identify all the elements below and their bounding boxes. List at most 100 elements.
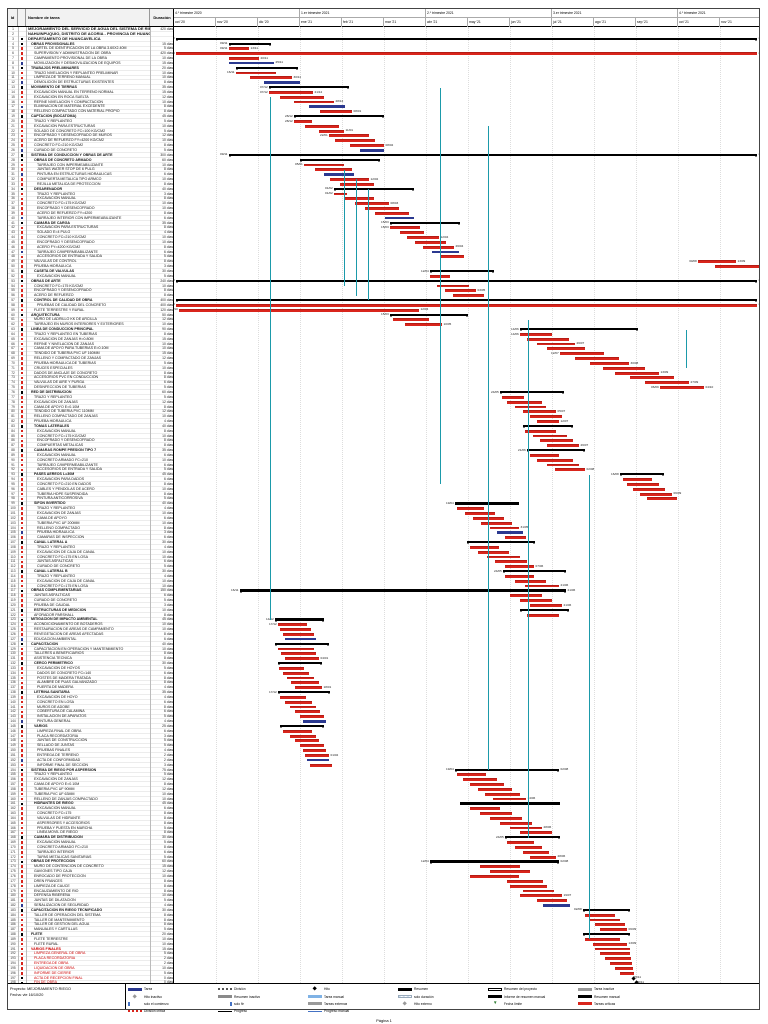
task-bar[interactable] (229, 61, 274, 65)
task-name[interactable]: TALLER DE MANTENIMIENTO (34, 917, 85, 922)
critical-task-bar[interactable] (560, 352, 604, 356)
task-name[interactable]: PRUEBA DE CAUDAL (34, 602, 71, 607)
task-duration[interactable]: 45 días (162, 801, 173, 806)
task-name[interactable]: TRAZO Y REPLANTEO (34, 118, 73, 123)
task-duration[interactable]: 10 días (162, 341, 173, 346)
task-name[interactable]: PLACA RECORDATORIA (34, 956, 76, 961)
task-row[interactable]: 171 TARRAJEO INTERIOR 6 días (8, 850, 173, 855)
task-duration[interactable]: 10 días (162, 627, 173, 632)
task-row[interactable]: 89 EXCAVACION MANUAL 6 días (8, 453, 173, 458)
critical-task-bar[interactable] (304, 163, 344, 167)
task-row[interactable]: 176 ENROCADO DE PROTECCION 10 días (8, 874, 173, 879)
task-row[interactable]: 83 TOMAS LATERALES 40 días (8, 424, 173, 429)
task-duration[interactable]: 10 días (162, 346, 173, 351)
critical-task-bar[interactable] (278, 647, 314, 651)
task-name[interactable]: CONCRETO FC=175 (37, 811, 72, 816)
critical-task-bar[interactable] (647, 497, 677, 501)
critical-task-bar[interactable] (660, 386, 704, 390)
critical-task-bar[interactable] (294, 100, 334, 104)
task-duration[interactable]: 35 días (162, 85, 173, 90)
task-name[interactable]: TALLERES A BENEFICIARIOS (34, 651, 84, 656)
critical-task-bar[interactable] (236, 71, 276, 75)
task-duration[interactable]: 5 días (164, 46, 173, 51)
task-duration[interactable]: 10 días (162, 893, 173, 898)
task-name[interactable]: TRAZO Y REPLANTEO (34, 394, 73, 399)
task-duration[interactable]: 5 días (164, 118, 173, 123)
task-row[interactable]: 181 JUNTAS DE DILATACION 5 días (8, 898, 173, 903)
summary-bar[interactable] (583, 908, 630, 913)
critical-task-bar[interactable] (470, 545, 499, 549)
task-name[interactable]: EXCAVACION MANUAL (37, 452, 77, 457)
critical-task-bar[interactable] (510, 594, 542, 598)
task-name[interactable]: CONCRETO FC=210 KG/CM2 (34, 143, 84, 148)
task-duration[interactable]: 5 días (164, 598, 173, 603)
timeline-month-label[interactable]: abr '21 (426, 18, 468, 27)
task-duration[interactable]: 6 días (164, 477, 173, 482)
task-row[interactable]: 3 DEPARTAMENTO DE HUANCAVELICA (8, 37, 173, 42)
critical-task-bar[interactable] (295, 686, 322, 690)
task-duration[interactable]: 4 días (164, 719, 173, 724)
task-row[interactable]: 45 ENCOFRADO Y DESENCOFRADO 10 días (8, 240, 173, 245)
task-name[interactable]: DEPARTAMENTO DE HUANCAVELICA (28, 36, 101, 41)
critical-task-bar[interactable] (537, 458, 573, 462)
task-row[interactable]: 132 CERCO PERIMETRICO 30 días (8, 661, 173, 666)
task-row[interactable]: 56 ACERO DE REFUERZO 8 días (8, 293, 173, 298)
task-row[interactable]: 137 PUERTA DE MADERA 4 días (8, 685, 173, 690)
critical-task-bar[interactable] (285, 700, 312, 704)
task-row[interactable]: 144 PINTURA GENERAL 4 días (8, 719, 173, 724)
task-row[interactable]: 185 TALLER DE MANTENIMIENTO 8 días (8, 918, 173, 923)
task-name[interactable]: CAPACITACION EN RIEGO TECNIFICADO (31, 907, 103, 912)
task-name[interactable]: TUBERIA HDPE SUSPENDIDA (37, 491, 88, 496)
task-duration[interactable]: 12 días (162, 786, 173, 791)
task-duration[interactable]: 15 días (162, 946, 173, 951)
critical-task-bar[interactable] (279, 666, 304, 670)
task-name[interactable]: DADOS DE CONCRETO FC=140 (37, 670, 92, 675)
task-duration[interactable]: 10 días (162, 791, 173, 796)
task-row[interactable]: 168 CAMARA DE DISTRIBUCION 30 días (8, 835, 173, 840)
summary-bar[interactable] (390, 221, 460, 225)
task-name[interactable]: TUBERIA PVC UF 63MM (34, 791, 75, 796)
task-duration[interactable]: 45 días (162, 472, 173, 477)
task-name[interactable]: CAMARA DE DISTRIBUCION (34, 835, 83, 840)
task-duration[interactable]: 10 días (162, 414, 173, 419)
task-duration[interactable]: 4 días (164, 230, 173, 235)
critical-task-bar[interactable] (537, 420, 559, 423)
summary-bar[interactable] (520, 328, 638, 332)
task-name[interactable]: CURADO DE CONCRETO (34, 148, 78, 152)
critical-task-bar[interactable] (305, 124, 339, 128)
task-row[interactable]: 183 CAPACITACION EN RIEGO TECNIFICADO 30 d… (8, 908, 173, 913)
task-row[interactable]: 74 VALVULAS DE AIRE Y PURGA 6 días (8, 380, 173, 385)
task-duration[interactable]: 8 días (164, 675, 173, 680)
task-duration[interactable]: 10 días (162, 578, 173, 583)
task-name[interactable]: GAVIONES TIPO CAJA (34, 869, 73, 874)
task-name[interactable]: JUNTAS ASFALTICAS (34, 593, 71, 598)
task-name[interactable]: COMPUERTAS METALICAS (37, 443, 84, 448)
task-duration[interactable]: 6 días (164, 215, 173, 220)
task-name[interactable]: PLACA RECORDATORIA (37, 733, 79, 738)
task-duration[interactable]: 10 días (162, 239, 173, 244)
task-row[interactable]: 18 RELLENO COMPACTADO CON MATERIAL PROPIO… (8, 109, 173, 114)
task-duration[interactable]: 8 días (164, 167, 173, 172)
summary-bar[interactable] (523, 424, 573, 429)
task-name[interactable]: ENROCADO DE PROTECCION (34, 874, 86, 878)
task-name[interactable]: EXCAVACION DE CAJA DE CANAL (37, 578, 95, 583)
critical-task-bar[interactable] (627, 482, 659, 486)
task-duration[interactable]: 8 días (164, 612, 173, 617)
task-name[interactable]: EXCAVACION PARA ESTRUCTURAS (34, 123, 96, 128)
critical-task-bar[interactable] (527, 337, 569, 341)
task-name[interactable]: CONCRETO ARMADO FC=210 (37, 457, 88, 462)
timeline-quarter-label[interactable]: 4.º trimestre 2021 (678, 9, 759, 18)
task-row[interactable]: 182 SEÑALIZACION DE SEGURIDAD 4 días (8, 903, 173, 908)
critical-task-bar[interactable] (285, 657, 319, 661)
critical-task-bar[interactable] (555, 468, 585, 472)
critical-task-bar[interactable] (510, 826, 542, 830)
task-duration[interactable]: 15 días (162, 864, 173, 869)
task-row[interactable]: 192 LIMPIEZA GENERAL DE OBRA 5 días (8, 951, 173, 956)
task-name[interactable]: ACTA DE RECEPCION FINAL (34, 975, 83, 980)
critical-task-bar[interactable] (623, 478, 652, 481)
task-row[interactable]: 158 TUBERIA PVC UF 90MM 12 días (8, 787, 173, 792)
task-duration[interactable]: 10 días (162, 283, 173, 288)
task-row[interactable]: 24 ACERO DE REFUERZO FY=4200 KG/CM2 10 día… (8, 138, 173, 143)
task-row[interactable]: 143 INSTALACION DE APARATOS 5 días (8, 714, 173, 719)
timeline-quarter-label[interactable]: 1.er trimestre 2021 (300, 9, 426, 18)
